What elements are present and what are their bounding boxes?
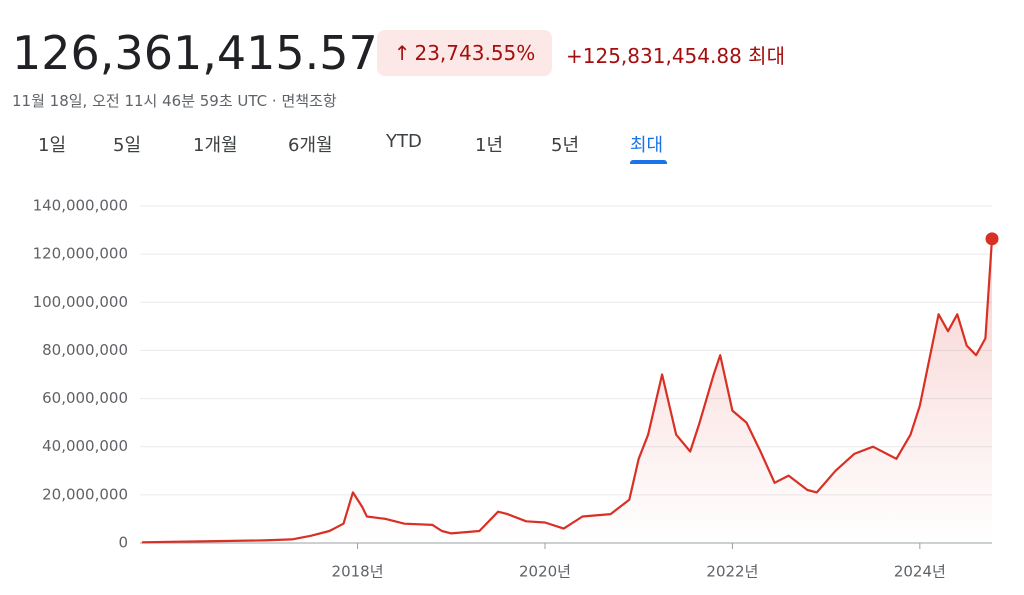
tab[interactable]: 5일 <box>113 135 142 156</box>
change-percent: 23,743.55% <box>414 41 536 65</box>
tab[interactable]: 5년 <box>551 135 580 156</box>
y-tick-label: 40,000,000 <box>42 437 128 455</box>
tab[interactable]: 1년 <box>475 135 504 156</box>
price: 126,361,415.57 <box>12 26 378 80</box>
y-tick-label: 60,000,000 <box>42 389 128 407</box>
up-arrow: ↑ <box>393 41 411 65</box>
disclaimer[interactable]: 면책조항 <box>281 92 337 110</box>
y-tick-label: 80,000,000 <box>42 341 128 359</box>
x-tick-label: 2024년 <box>894 563 946 581</box>
y-tick-label: 100,000,000 <box>33 293 128 311</box>
tab[interactable]: 1개월 <box>193 135 238 156</box>
price-line <box>141 238 994 544</box>
period: 최대 <box>748 44 785 68</box>
tab[interactable]: YTD <box>386 131 422 152</box>
x-tick-label: 2020년 <box>519 563 571 581</box>
y-tick-label: 0 <box>118 534 128 552</box>
tab[interactable]: 1일 <box>38 135 67 156</box>
x-tick-label: 2022년 <box>706 563 758 581</box>
y-tick-label: 120,000,000 <box>33 245 128 263</box>
y-tick-label: 20,000,000 <box>42 485 128 503</box>
tab[interactable]: 최대 <box>630 135 664 156</box>
tab-underline <box>630 160 667 164</box>
change: +125,831,454.88 최대 <box>566 40 785 69</box>
tab[interactable]: 6개월 <box>288 135 333 156</box>
change-value: +125,831,454.88 <box>566 44 742 68</box>
timestamp: 11월 18일, 오전 11시 46분 59초 UTC <box>12 92 268 110</box>
area-fill <box>142 238 992 544</box>
last-point <box>985 232 999 246</box>
change-pill: ↑ 23,743.55% <box>377 30 552 76</box>
y-tick-label: 140,000,000 <box>33 197 128 215</box>
subtitle: 11월 18일, 오전 11시 46분 59초 UTC · 면책조항 <box>12 92 337 110</box>
x-tick-label: 2018년 <box>332 563 384 581</box>
